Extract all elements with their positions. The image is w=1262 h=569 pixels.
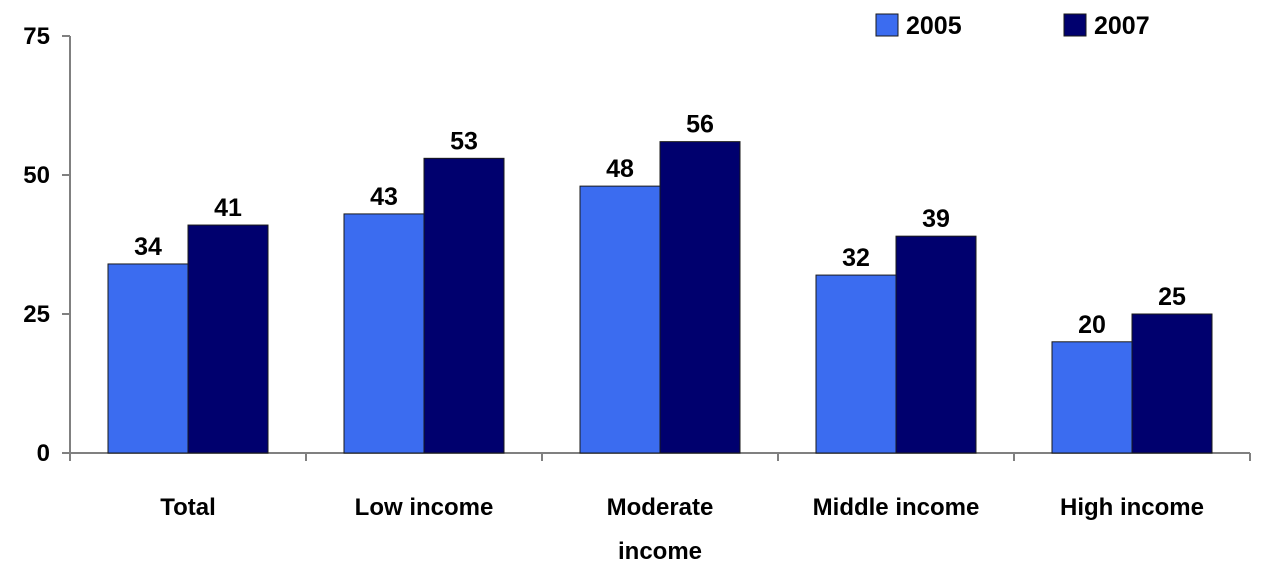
- data-label: 39: [922, 205, 950, 233]
- y-axis: 0 25 50 75: [23, 23, 71, 467]
- category-label: Middle income: [813, 494, 980, 521]
- data-label: 56: [686, 111, 714, 139]
- category-labels: Total Low income Moderate income Middle inco…: [160, 494, 1204, 565]
- bar-2007-2: [659, 141, 741, 454]
- bar-2007-4: [1131, 313, 1213, 454]
- y-tick-label: 50: [23, 162, 50, 189]
- bars: [107, 141, 1213, 454]
- data-label: 48: [606, 155, 634, 183]
- y-tick-label: 25: [23, 301, 50, 328]
- legend: 2005 2007: [875, 12, 1150, 40]
- y-tick-label: 75: [23, 23, 50, 50]
- bar-2007-1: [423, 157, 505, 454]
- data-labels: 34 41 43 53 48 56 32 39 20 25: [134, 111, 1186, 339]
- y-tick-label: 0: [37, 440, 50, 467]
- bar-2005-3: [815, 274, 897, 454]
- bar-2005-2: [579, 185, 661, 454]
- data-label: 32: [842, 244, 870, 272]
- data-label: 34: [134, 233, 162, 261]
- data-label: 53: [450, 127, 478, 155]
- bar-2005-4: [1051, 341, 1133, 454]
- legend-swatch: [875, 13, 899, 37]
- data-label: 25: [1158, 283, 1186, 311]
- legend-label: 2005: [906, 12, 962, 40]
- bar-2007-0: [187, 224, 269, 454]
- data-label: 41: [214, 194, 242, 222]
- legend-label: 2007: [1094, 12, 1150, 40]
- category-label: Low income: [355, 494, 494, 521]
- bar-2005-1: [343, 213, 425, 454]
- data-label: 43: [370, 183, 398, 211]
- category-label: Moderate: [607, 494, 714, 521]
- category-label: High income: [1060, 494, 1204, 521]
- category-label: income: [618, 538, 702, 564]
- category-label: Total: [160, 494, 216, 521]
- bar-2007-3: [895, 235, 977, 454]
- x-axis: [69, 452, 1251, 461]
- bar-2005-0: [107, 263, 189, 454]
- data-label: 20: [1078, 311, 1106, 339]
- legend-swatch: [1063, 13, 1087, 37]
